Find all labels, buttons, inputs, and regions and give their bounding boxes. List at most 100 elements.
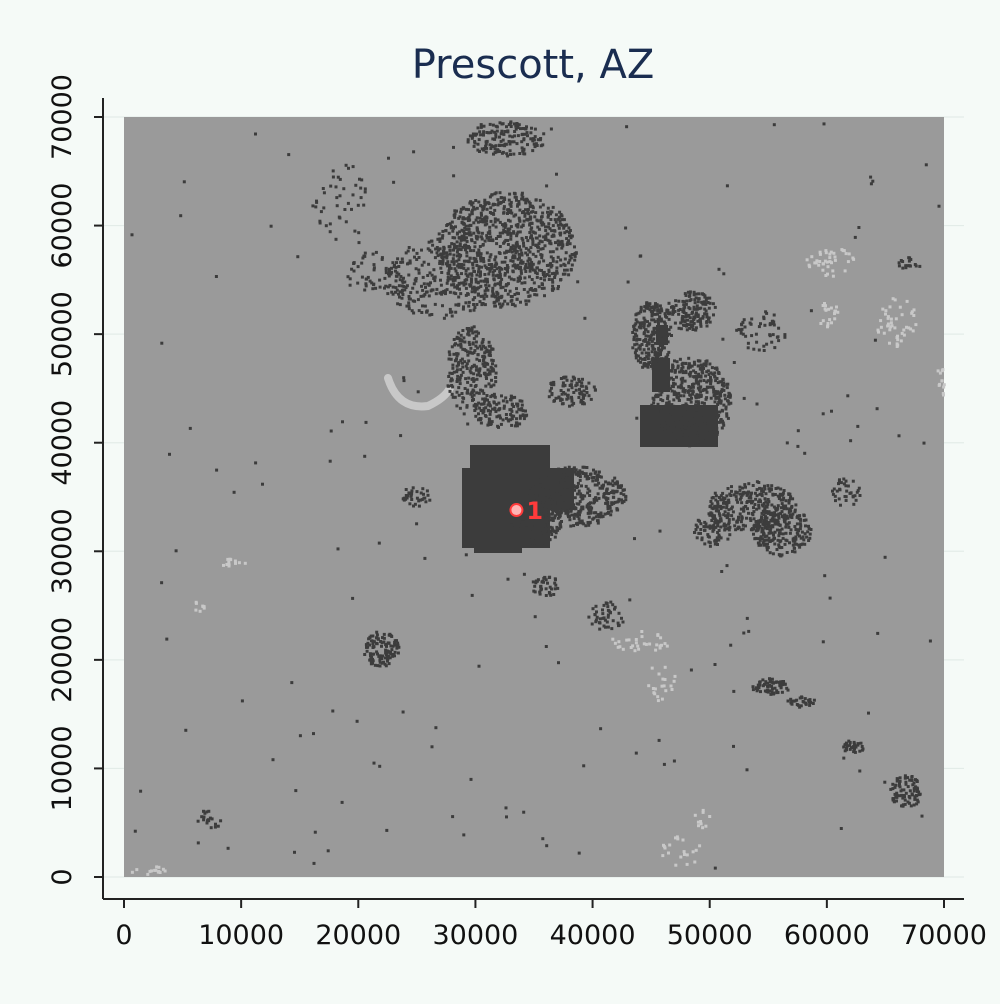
developed-cell	[667, 384, 671, 388]
developed-cell	[595, 483, 599, 487]
developed-cell	[494, 371, 498, 375]
developed-cell	[542, 270, 546, 274]
developed-cell	[491, 145, 495, 149]
developed-cell	[503, 251, 507, 255]
light-cell	[674, 836, 677, 840]
developed-cell	[462, 833, 466, 837]
developed-cell	[635, 416, 639, 420]
developed-cell	[484, 215, 488, 219]
developed-cell	[472, 231, 476, 235]
developed-cell	[474, 407, 478, 411]
developed-cell	[484, 406, 488, 410]
developed-cell	[559, 258, 563, 262]
developed-cell	[487, 417, 491, 421]
developed-cell	[453, 267, 457, 271]
developed-cell	[529, 234, 533, 238]
developed-cell	[469, 283, 473, 287]
developed-cell	[533, 500, 537, 503]
developed-cell	[559, 242, 563, 246]
developed-cell	[804, 702, 808, 706]
developed-cell	[694, 307, 698, 311]
developed-cell	[608, 504, 612, 508]
developed-cell	[477, 251, 481, 255]
developed-block	[474, 545, 522, 553]
developed-cell	[717, 371, 721, 374]
developed-cell	[803, 532, 807, 536]
developed-cell	[600, 515, 604, 519]
developed-cell	[554, 507, 558, 511]
developed-cell	[719, 517, 723, 521]
developed-cell	[775, 522, 779, 525]
developed-cell	[422, 260, 426, 264]
developed-cell	[399, 260, 403, 264]
developed-cell	[784, 522, 788, 526]
developed-cell	[777, 516, 781, 520]
developed-cell	[506, 292, 510, 296]
developed-cell	[859, 741, 863, 745]
developed-cell	[473, 260, 477, 263]
developed-cell	[562, 472, 566, 475]
developed-cell	[561, 218, 564, 222]
developed-cell	[666, 375, 670, 379]
light-cell	[910, 310, 914, 314]
developed-cell	[709, 432, 713, 436]
developed-cell	[465, 254, 469, 258]
developed-cell	[653, 331, 657, 335]
developed-cell	[633, 343, 637, 347]
developed-cell	[356, 281, 360, 285]
developed-cell	[469, 392, 473, 396]
developed-cell	[782, 489, 786, 492]
developed-cell	[485, 277, 489, 281]
developed-cell	[682, 303, 686, 307]
developed-cell	[455, 272, 459, 275]
developed-cell	[757, 519, 761, 523]
developed-cell	[500, 151, 504, 155]
developed-cell	[506, 282, 510, 286]
developed-cell	[895, 795, 899, 799]
developed-cell	[597, 621, 601, 625]
developed-cell	[537, 268, 541, 272]
developed-cell	[439, 266, 443, 270]
developed-cell	[700, 418, 704, 422]
developed-cell	[454, 269, 458, 273]
developed-cell	[479, 294, 483, 298]
developed-cell	[545, 844, 549, 848]
developed-cell	[632, 338, 636, 342]
developed-cell	[515, 142, 519, 146]
developed-cell	[406, 249, 410, 253]
developed-cell	[690, 325, 693, 329]
developed-cell	[518, 219, 522, 223]
developed-cell	[493, 220, 497, 224]
developed-cell	[553, 499, 557, 503]
light-cell	[831, 269, 835, 273]
developed-cell	[476, 148, 480, 152]
developed-cell	[786, 699, 790, 703]
developed-cell	[582, 402, 586, 406]
developed-cell	[812, 698, 816, 702]
developed-cell	[638, 338, 642, 341]
developed-cell	[441, 234, 445, 238]
developed-cell	[823, 574, 827, 578]
developed-cell	[683, 431, 687, 435]
developed-cell	[529, 246, 533, 250]
developed-cell	[475, 287, 479, 291]
developed-cell	[489, 206, 493, 210]
developed-cell	[683, 390, 687, 394]
developed-cell	[677, 299, 681, 303]
developed-cell	[472, 363, 476, 367]
developed-cell	[483, 361, 487, 365]
developed-cell	[524, 208, 527, 212]
developed-cell	[547, 278, 551, 281]
developed-cell	[766, 681, 769, 685]
developed-cell	[693, 432, 697, 436]
developed-cell	[538, 475, 542, 479]
developed-cell	[577, 851, 581, 855]
developed-cell	[550, 516, 554, 520]
light-cell	[821, 262, 825, 266]
developed-cell	[665, 355, 669, 359]
developed-cell	[717, 414, 721, 417]
developed-cell	[737, 328, 741, 331]
developed-cell	[502, 205, 506, 209]
developed-cell	[352, 269, 356, 273]
light-cell	[648, 642, 652, 646]
